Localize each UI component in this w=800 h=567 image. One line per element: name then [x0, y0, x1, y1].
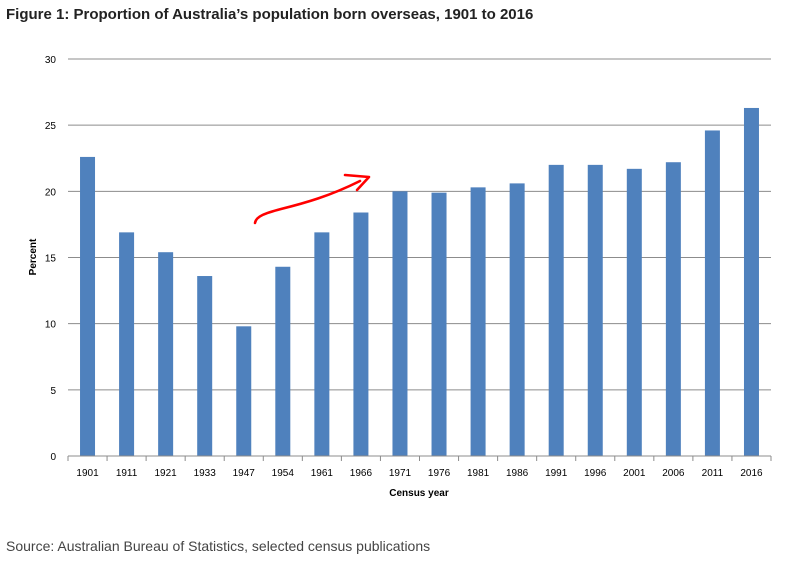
x-tick-label: 1976 [428, 468, 451, 479]
x-tick-label: 1986 [506, 468, 529, 479]
y-axis-title: Percent [28, 238, 39, 275]
bar-1911 [119, 232, 135, 456]
y-tick-label: 0 [50, 452, 56, 463]
red-arrow-annotation [253, 173, 371, 225]
gridlines [68, 58, 771, 391]
x-tick-label: 1954 [272, 468, 295, 479]
bar-1947 [236, 326, 252, 456]
bar-1996 [587, 164, 603, 456]
y-axis-ticks: 0 5 10 15 20 25 30 [45, 55, 57, 463]
arrow-shaft [253, 179, 362, 225]
chart-title: Figure 1: Proportion of Australia’s popu… [6, 6, 534, 23]
x-tick-label: 1991 [545, 468, 568, 479]
x-tick-label: 1996 [584, 468, 607, 479]
bar-2006 [665, 162, 681, 456]
x-axis-ticks: 1901 1911 1921 1933 1947 1954 1961 1966 1971 1976… [67, 456, 772, 479]
source-note: Source: Australian Bureau of Statistics,… [6, 538, 431, 554]
x-tick-label: 1921 [155, 468, 178, 479]
x-tick-label: 1981 [467, 468, 490, 479]
bar-1901 [80, 156, 96, 456]
bar-1954 [275, 266, 291, 456]
bar-1981 [470, 187, 486, 456]
bar-chart: 0 5 10 15 20 25 30 1901 1911 1921 1933 1947 1954 196… [28, 55, 772, 499]
x-tick-label: 2011 [702, 468, 724, 479]
y-tick-label: 20 [45, 187, 57, 198]
x-tick-label: 1947 [233, 468, 256, 479]
x-tick-label: 1961 [311, 468, 334, 479]
bar-1976 [431, 192, 447, 456]
x-tick-label: 1971 [389, 468, 412, 479]
bar-2001 [626, 168, 642, 456]
bar-2011 [704, 130, 720, 456]
x-tick-label: 2016 [740, 468, 763, 479]
x-tick-label: 1966 [350, 468, 373, 479]
bar-1991 [548, 164, 564, 456]
y-tick-label: 25 [45, 121, 57, 132]
x-axis-title: Census year [389, 488, 449, 499]
bar-1966 [353, 212, 369, 456]
x-tick-label: 1901 [76, 468, 99, 479]
x-tick-label: 1911 [116, 468, 138, 479]
bars [80, 107, 759, 457]
bar-1971 [392, 191, 408, 457]
bar-1921 [158, 252, 174, 456]
x-tick-label: 2001 [623, 468, 646, 479]
y-tick-label: 5 [50, 386, 56, 397]
arrow-head [343, 173, 371, 192]
y-tick-label: 10 [45, 320, 57, 331]
bar-2016 [743, 107, 759, 457]
bar-1933 [197, 276, 213, 456]
y-tick-label: 15 [45, 254, 57, 265]
bar-1986 [509, 183, 525, 457]
bar-1961 [314, 232, 330, 456]
y-tick-label: 30 [45, 55, 57, 66]
x-tick-label: 1933 [194, 468, 217, 479]
x-tick-label: 2006 [662, 468, 685, 479]
